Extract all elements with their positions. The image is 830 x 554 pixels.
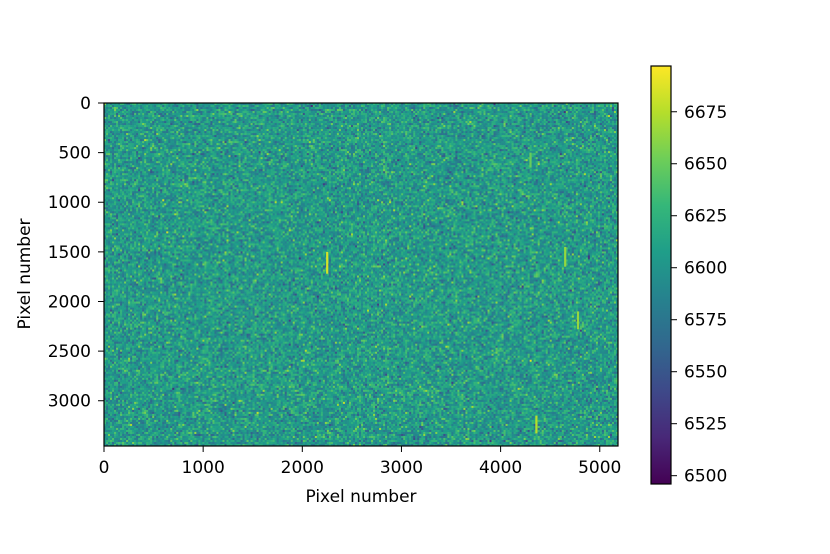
colorbar-tick-label: 6600	[684, 259, 727, 279]
colorbar	[651, 66, 671, 484]
y-axis: 0 500 1000 1500 2000 2500 3000	[48, 94, 104, 412]
y-tick-label: 2500	[48, 342, 91, 362]
x-tick-label: 4000	[479, 458, 522, 478]
hot-streak-1	[564, 247, 566, 267]
colorbar-tick-label: 6650	[684, 155, 727, 175]
x-tick-label: 3000	[380, 458, 423, 478]
x-tick-label: 2000	[281, 458, 324, 478]
colorbar-tick-label: 6625	[684, 207, 727, 227]
colorbar-tick-label: 6550	[684, 363, 727, 383]
colorbar-axis: 6500 6525 6550 6575 6600 6625 6650 6675	[671, 103, 727, 487]
colorbar-tick-label: 6525	[684, 415, 727, 435]
x-axis: 0 1000 2000 3000 4000 5000	[99, 446, 622, 478]
hot-streak-2	[577, 311, 579, 329]
colorbar-tick-label: 6575	[684, 311, 727, 331]
x-axis-label: Pixel number	[305, 487, 416, 507]
heatmap-image	[104, 103, 618, 446]
x-tick-label: 0	[99, 458, 110, 478]
colorbar-tick-label: 6500	[684, 467, 727, 487]
hot-streak-3	[535, 416, 537, 434]
hot-streak-0	[326, 252, 328, 274]
x-tick-label: 5000	[578, 458, 621, 478]
y-tick-label: 2000	[48, 292, 91, 312]
colorbar-tick-label: 6675	[684, 103, 727, 123]
hot-streak-4	[529, 153, 531, 168]
y-tick-label: 3000	[48, 392, 91, 412]
x-tick-label: 1000	[182, 458, 225, 478]
y-tick-label: 500	[59, 144, 91, 164]
y-tick-label: 0	[80, 94, 91, 114]
y-axis-label: Pixel number	[15, 218, 35, 329]
y-tick-label: 1500	[48, 243, 91, 263]
y-tick-label: 1000	[48, 193, 91, 213]
